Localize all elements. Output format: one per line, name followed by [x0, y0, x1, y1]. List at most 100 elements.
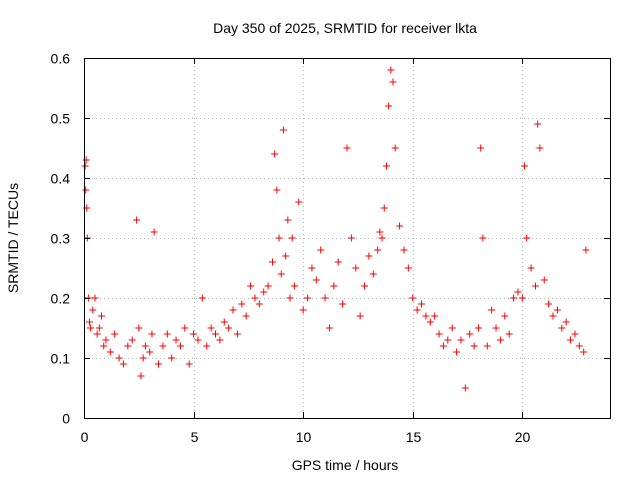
- data-point: [475, 324, 482, 332]
- y-tick-label: 0.4: [51, 171, 71, 187]
- data-point: [558, 324, 566, 332]
- x-tick-label: 20: [515, 429, 531, 445]
- data-point: [343, 144, 351, 152]
- y-tick-label: 0.2: [51, 291, 71, 307]
- data-point: [255, 300, 263, 308]
- data-point: [448, 324, 456, 332]
- data-point: [233, 330, 241, 338]
- x-tick-label: 0: [81, 429, 89, 445]
- data-point: [444, 336, 452, 344]
- data-point: [277, 270, 285, 278]
- data-point: [339, 300, 347, 308]
- axis-ticks: [84, 58, 610, 419]
- data-point: [496, 336, 504, 344]
- data-point: [135, 324, 143, 332]
- data-point: [115, 354, 123, 362]
- data-point: [85, 318, 93, 326]
- data-point: [111, 330, 119, 338]
- data-point: [163, 330, 171, 338]
- x-tick-labels: 0 5 10 15 20: [81, 429, 531, 445]
- data-point: [501, 312, 509, 320]
- data-point: [290, 282, 298, 290]
- data-point: [148, 330, 156, 338]
- grid-lines: [84, 58, 610, 418]
- data-point: [483, 342, 491, 350]
- data-point: [435, 330, 443, 338]
- y-tick-labels: 0 0.1 0.2 0.3 0.4 0.5 0.6: [51, 51, 71, 427]
- data-point: [536, 144, 544, 152]
- data-point: [549, 312, 557, 320]
- data-point: [133, 216, 141, 224]
- data-point: [510, 294, 518, 302]
- data-point: [220, 318, 228, 326]
- data-point: [521, 162, 529, 170]
- data-point: [330, 282, 338, 290]
- y-tick-label: 0.1: [51, 351, 71, 367]
- data-point: [229, 306, 237, 314]
- data-point: [470, 342, 478, 350]
- data-point: [91, 294, 99, 302]
- data-point: [325, 324, 333, 332]
- plot-frame: [84, 58, 611, 419]
- data-point: [216, 336, 224, 344]
- data-point: [119, 360, 127, 368]
- data-point: [553, 306, 561, 314]
- data-point: [457, 336, 465, 344]
- x-axis-label: GPS time / hours: [292, 457, 399, 473]
- data-point: [106, 348, 114, 356]
- data-point: [128, 336, 136, 344]
- data-point: [404, 264, 412, 272]
- data-point: [273, 186, 281, 194]
- data-point: [176, 342, 184, 350]
- data-point: [284, 216, 292, 224]
- data-point: [439, 342, 447, 350]
- data-point: [282, 252, 290, 260]
- data-point: [418, 300, 426, 308]
- data-point: [461, 384, 469, 392]
- data-point: [198, 294, 206, 302]
- data-point: [299, 306, 307, 314]
- data-point: [580, 348, 588, 356]
- data-point: [212, 330, 219, 338]
- data-point: [466, 330, 474, 338]
- data-point: [89, 306, 97, 314]
- data-point: [95, 324, 103, 332]
- chart-title: Day 350 of 2025, SRMTID for receiver lkt…: [213, 20, 477, 36]
- data-points: [81, 66, 590, 392]
- data-point: [82, 186, 90, 194]
- data-point: [207, 324, 215, 332]
- data-point: [400, 246, 408, 254]
- data-point: [268, 258, 276, 266]
- data-point: [514, 288, 522, 296]
- data-point: [102, 336, 110, 344]
- data-point: [413, 306, 421, 314]
- data-point: [304, 294, 312, 302]
- x-tick-label: 15: [406, 429, 422, 445]
- data-point: [545, 300, 553, 308]
- data-point: [168, 354, 176, 362]
- data-point: [396, 222, 404, 230]
- data-point: [288, 234, 296, 242]
- data-point: [527, 264, 535, 272]
- data-point: [155, 360, 163, 368]
- data-point: [382, 162, 390, 170]
- y-tick-label: 0: [62, 411, 70, 427]
- data-point: [81, 162, 89, 170]
- data-point: [260, 288, 268, 296]
- y-tick-label: 0.5: [51, 111, 71, 127]
- x-tick-label: 5: [191, 429, 199, 445]
- data-point: [479, 234, 487, 242]
- data-point: [409, 294, 417, 302]
- data-point: [505, 330, 513, 338]
- data-point: [361, 282, 369, 290]
- data-point: [391, 144, 399, 152]
- data-point: [98, 312, 106, 320]
- data-point: [431, 312, 439, 320]
- data-point: [308, 264, 316, 272]
- data-point: [137, 372, 145, 380]
- data-point: [523, 234, 531, 242]
- data-point: [534, 120, 542, 128]
- y-axis-label: SRMTID / TECUs: [5, 183, 21, 293]
- data-point: [194, 336, 202, 344]
